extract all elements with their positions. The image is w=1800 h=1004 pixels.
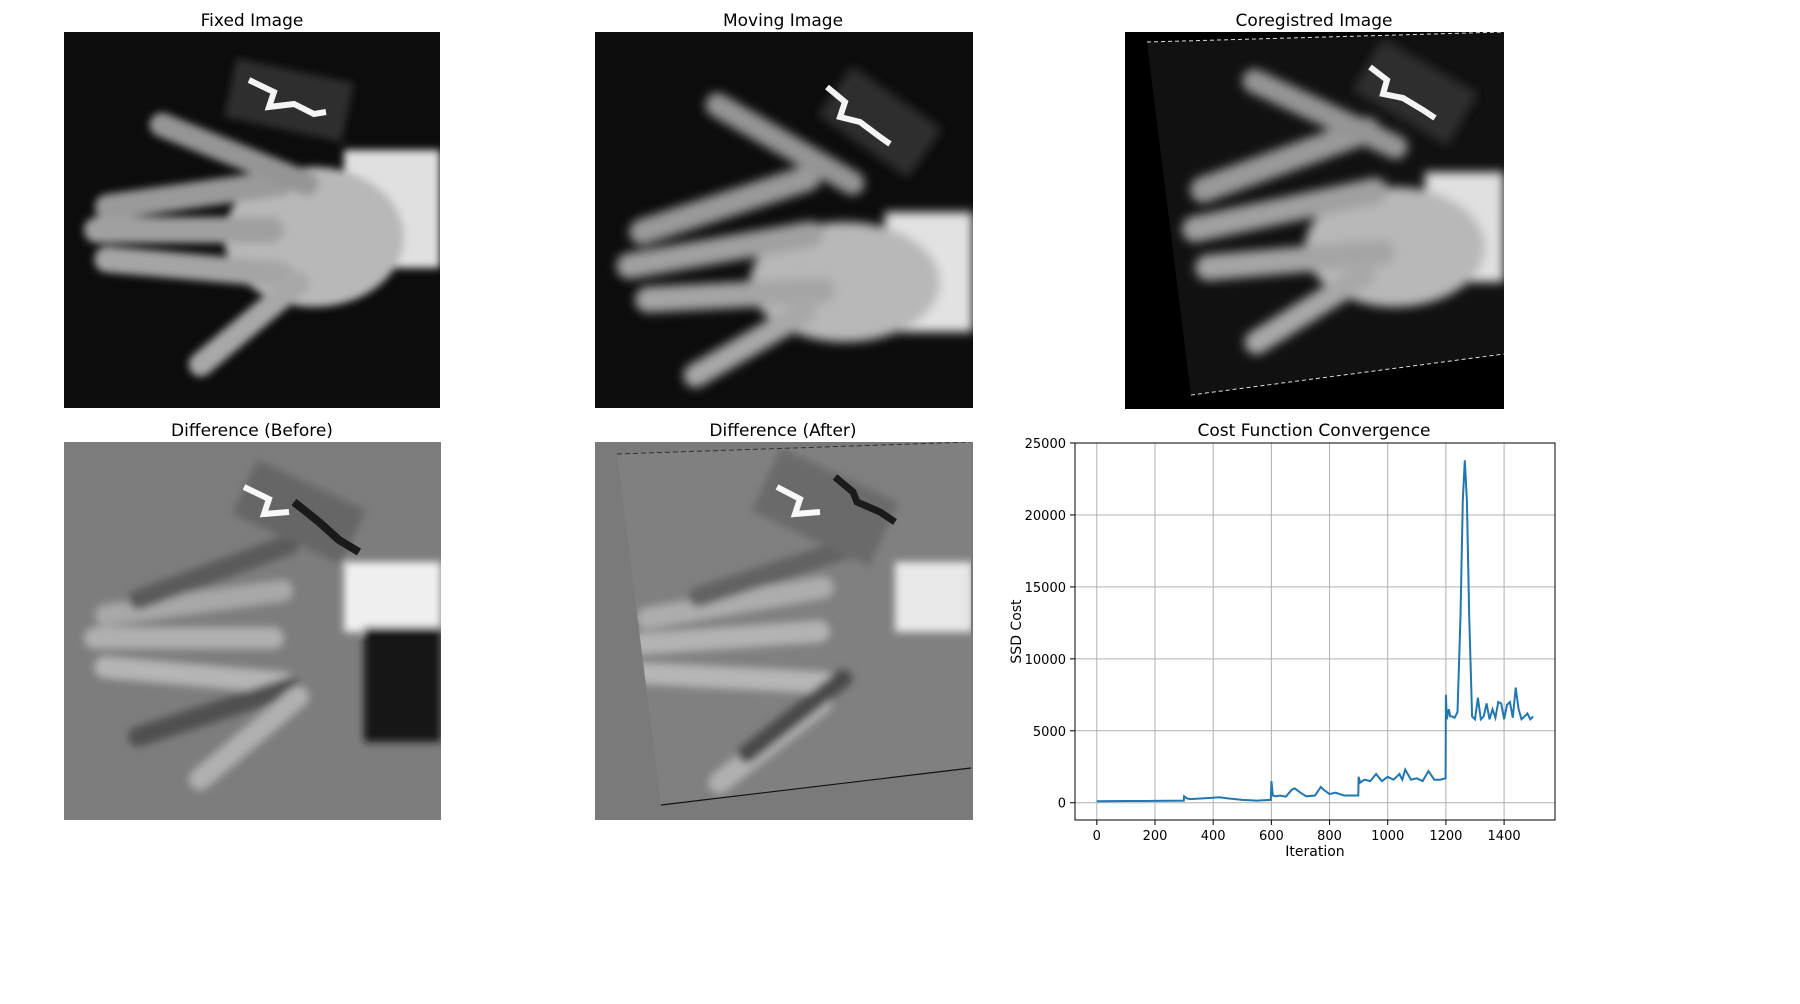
difference-after-title: Difference (After) [709, 421, 857, 441]
chart-axes-frame [1074, 442, 1556, 821]
moving-image [595, 32, 973, 408]
coregistered-image [1125, 32, 1504, 409]
y-tick-label: 15000 [1025, 581, 1066, 596]
x-tick-label: 1000 [1371, 829, 1404, 844]
x-tick-label: 400 [1201, 829, 1226, 844]
x-tick-label: 600 [1259, 829, 1284, 844]
chart-ticks: 0 200 400 600 800 1000 1200 1400 0 5000 10000 15000… [1025, 437, 1521, 844]
x-axis-label: Iteration [1285, 844, 1344, 860]
x-tick-label: 800 [1317, 829, 1342, 844]
fixed-image-title: Fixed Image [200, 11, 304, 31]
y-tick-label: 10000 [1025, 653, 1066, 668]
y-tick-label: 20000 [1025, 509, 1066, 524]
x-tick-label: 0 [1093, 829, 1101, 844]
coregistered-image-title: Coregistred Image [1235, 11, 1393, 31]
x-tick-label: 1400 [1488, 829, 1521, 844]
y-tick-label: 0 [1058, 797, 1066, 812]
y-tick-label: 5000 [1033, 725, 1066, 740]
cost-chart-title: Cost Function Convergence [1197, 421, 1431, 441]
cost-series-line [1096, 460, 1534, 803]
difference-before-title: Difference (Before) [171, 421, 333, 441]
y-tick-label: 25000 [1025, 437, 1066, 452]
fixed-image [64, 32, 440, 408]
x-tick-label: 200 [1143, 829, 1168, 844]
moving-image-title: Moving Image [722, 11, 844, 31]
difference-before-image [64, 442, 441, 820]
x-tick-label: 1200 [1429, 829, 1462, 844]
difference-after-image [595, 442, 973, 820]
y-axis-label: SSD Cost [1009, 599, 1025, 664]
chart-grid [1075, 442, 1555, 820]
